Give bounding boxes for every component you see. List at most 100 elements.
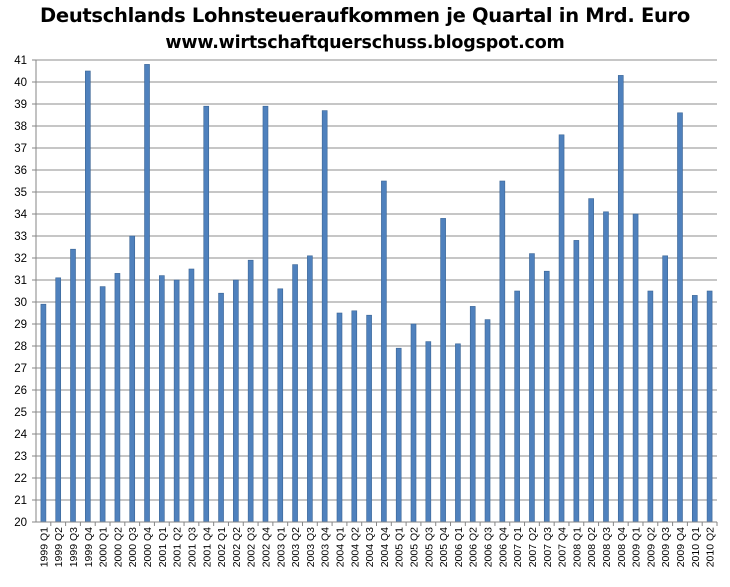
y-axis-tick-labels: 20 21 22 23 24 25 26 27 28 29 30 31 32 33 34 35 36 37 38 39… <box>14 55 27 529</box>
x-tick-label: 2001 Q4 <box>201 527 213 567</box>
bar <box>55 277 62 523</box>
bar <box>603 211 609 523</box>
y-tick-label: 20 <box>14 517 27 529</box>
bar <box>336 312 343 523</box>
x-tick-label: 2004 Q2 <box>349 527 361 567</box>
bar <box>529 253 535 523</box>
x-tick-label: 2004 Q1 <box>334 527 346 567</box>
x-tick-label: 2004 Q3 <box>364 527 376 567</box>
bar <box>321 110 328 523</box>
bar <box>573 240 580 523</box>
x-tick-label: 2005 Q2 <box>409 527 421 567</box>
x-tick-label: 2007 Q4 <box>557 527 569 567</box>
x-tick-label: 2002 Q4 <box>260 527 272 567</box>
bar <box>543 270 550 523</box>
y-tick-label: 32 <box>14 253 27 265</box>
x-tick-label: 2001 Q1 <box>157 527 169 567</box>
y-tick-label: 25 <box>14 407 27 419</box>
bar <box>85 70 91 523</box>
bar <box>617 75 624 523</box>
bar <box>425 341 432 523</box>
bar <box>484 319 491 523</box>
x-tick-label: 2006 Q1 <box>453 527 465 567</box>
y-tick-label: 23 <box>14 451 27 463</box>
x-tick-label: 1999 Q1 <box>38 527 50 567</box>
bar <box>469 306 476 523</box>
bar <box>691 295 698 523</box>
x-tick-label: 2010 Q2 <box>705 527 717 567</box>
bar <box>188 268 195 523</box>
x-tick-label: 2006 Q2 <box>468 527 480 567</box>
x-tick-label: 2008 Q4 <box>616 527 628 567</box>
bar <box>351 310 358 523</box>
gridlines <box>36 59 717 501</box>
x-tick-label: 2002 Q2 <box>231 527 243 567</box>
bar <box>514 290 520 523</box>
bar <box>588 198 594 523</box>
bar <box>99 286 106 523</box>
x-tick-label: 1999 Q4 <box>83 527 95 567</box>
y-tick-label: 37 <box>14 143 27 155</box>
x-tick-label: 2000 Q1 <box>98 527 110 567</box>
x-tick-label: 2001 Q2 <box>172 527 184 567</box>
bar <box>144 64 150 523</box>
x-tick-label: 2003 Q1 <box>275 527 287 567</box>
bars <box>40 64 713 523</box>
x-tick-label: 2006 Q4 <box>497 527 509 567</box>
bar <box>173 279 180 523</box>
x-tick-label: 2007 Q2 <box>527 527 539 567</box>
bar <box>677 112 683 523</box>
bar <box>262 105 269 523</box>
y-tick-label: 40 <box>14 77 27 89</box>
y-tick-label: 36 <box>14 165 27 177</box>
y-tick-label: 33 <box>14 231 27 243</box>
x-tick-label: 2000 Q4 <box>142 527 154 567</box>
x-axis-tick-labels: 1999 Q1 1999 Q2 1999 Q3 1999 Q4 2000 Q1 2000 … <box>38 527 716 567</box>
bar <box>440 218 446 523</box>
bar <box>292 264 298 523</box>
y-tick-label: 39 <box>14 99 27 111</box>
bar <box>647 290 654 523</box>
chart-title: Deutschlands Lohnsteueraufkommen je Quar… <box>40 4 690 27</box>
x-tick-label: 2002 Q1 <box>216 527 228 567</box>
axes <box>32 59 718 526</box>
x-tick-label: 2003 Q2 <box>290 527 302 567</box>
x-tick-label: 2008 Q1 <box>571 527 583 567</box>
bar <box>247 259 254 523</box>
x-tick-label: 1999 Q3 <box>68 527 80 567</box>
bar <box>706 290 713 523</box>
x-tick-label: 2003 Q3 <box>305 527 317 567</box>
bar <box>395 347 402 523</box>
x-tick-label: 2002 Q3 <box>246 527 258 567</box>
x-tick-label: 2010 Q1 <box>690 527 702 567</box>
x-tick-label: 2008 Q3 <box>601 527 613 567</box>
x-tick-label: 2004 Q4 <box>379 527 391 567</box>
y-tick-label: 29 <box>14 319 27 331</box>
bar <box>307 255 313 523</box>
bar <box>455 343 461 523</box>
bar <box>203 105 210 523</box>
x-tick-label: 2009 Q4 <box>675 527 687 567</box>
bar <box>662 255 668 523</box>
bar <box>159 275 165 523</box>
y-tick-label: 27 <box>14 363 27 375</box>
bar <box>277 288 284 523</box>
x-tick-label: 2005 Q3 <box>423 527 435 567</box>
x-tick-label: 2003 Q4 <box>320 527 332 567</box>
x-tick-label: 2001 Q3 <box>186 527 198 567</box>
bar <box>129 235 136 523</box>
bar <box>381 180 387 523</box>
bar <box>70 248 76 523</box>
chart-subtitle: www.wirtschaftquerschuss.blogspot.com <box>165 33 565 53</box>
x-tick-label: 2000 Q2 <box>112 527 124 567</box>
bar <box>558 134 565 523</box>
y-tick-label: 31 <box>14 275 27 287</box>
x-tick-label: 2005 Q4 <box>438 527 450 567</box>
x-tick-label: 2007 Q3 <box>542 527 554 567</box>
bar <box>218 292 224 523</box>
x-tick-label: 2008 Q2 <box>586 527 598 567</box>
bar <box>410 323 417 523</box>
y-tick-label: 38 <box>14 121 27 133</box>
y-tick-label: 28 <box>14 341 27 353</box>
